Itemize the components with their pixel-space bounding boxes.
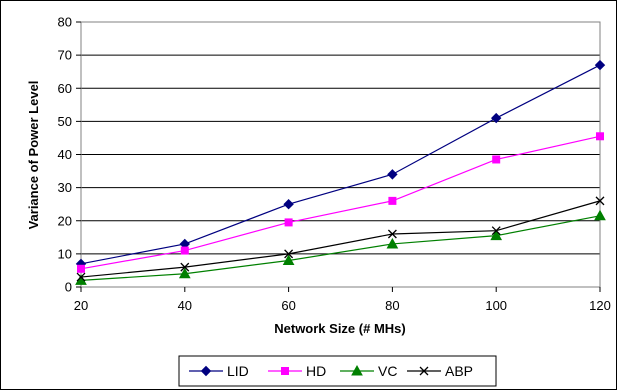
data-point-lid (283, 198, 294, 210)
x-axis-title: Network Size (# MHs) (274, 321, 405, 336)
series-line-lid (80, 64, 601, 265)
legend-item-lid: LID (189, 363, 249, 379)
series-line-hd (80, 135, 601, 270)
legend-label-lid: LID (227, 363, 249, 379)
x-tick-label: 40 (178, 298, 192, 313)
x-tick-label: 120 (589, 298, 611, 313)
series-lines (75, 59, 606, 285)
data-point-hd (77, 264, 85, 273)
y-tick-label: 60 (58, 81, 72, 96)
legend-label-vc: VC (378, 363, 397, 379)
legend-item-abp: ABP (407, 363, 473, 379)
x-axis-ticks: 20 40 60 80 100 120 (74, 287, 611, 313)
data-point-hd (284, 218, 293, 227)
data-point-abp (76, 272, 86, 282)
data-point-lid (594, 59, 606, 71)
y-tick-label: 10 (58, 246, 72, 261)
y-tick-label: 0 (65, 280, 72, 295)
series-line-vc (80, 215, 601, 281)
data-point-lid (490, 112, 502, 124)
data-point-hd (596, 132, 604, 141)
series-vc (75, 209, 606, 285)
series-abp (76, 196, 605, 282)
x-tick-label: 60 (281, 298, 295, 313)
data-point-abp (180, 262, 190, 272)
y-tick-label: 70 (58, 48, 72, 63)
data-point-lid (387, 169, 398, 180)
legend-item-hd: HD (268, 363, 326, 379)
data-point-vc (490, 229, 503, 241)
data-point-vc (386, 237, 399, 249)
data-point-abp (284, 249, 294, 259)
legend-label-abp: ABP (445, 363, 473, 379)
data-point-hd (492, 155, 501, 164)
x-tick-label: 100 (485, 298, 507, 313)
legend-marker-lid (200, 365, 212, 377)
y-tick-label: 50 (58, 114, 72, 129)
series-line-abp (80, 200, 601, 278)
x-tick-label: 80 (385, 298, 399, 313)
legend-label-hd: HD (306, 363, 326, 379)
y-tick-label: 80 (58, 15, 72, 30)
series-lid (75, 59, 606, 270)
data-point-abp (595, 196, 605, 206)
data-point-vc (282, 254, 295, 265)
legend-marker-vc (351, 364, 363, 376)
data-point-abp (491, 226, 501, 236)
y-tick-label: 20 (58, 213, 72, 228)
x-tick-label: 20 (74, 298, 88, 313)
y-tick-label: 40 (58, 147, 72, 162)
legend-marker-hd (281, 367, 289, 375)
y-axis-ticks: 0 10 20 30 40 50 60 70 80 (58, 15, 81, 295)
y-tick-label: 30 (58, 180, 72, 195)
series-hd (77, 132, 604, 273)
data-point-abp (387, 229, 397, 239)
legend-item-vc: VC (340, 363, 397, 379)
data-point-hd (388, 196, 397, 205)
data-point-vc (178, 267, 191, 279)
y-axis-title: Variance of Power Level (26, 81, 41, 230)
legend-box (178, 355, 497, 387)
data-point-vc (594, 209, 606, 221)
legend: LID HD VC ABP (178, 355, 497, 387)
legend-marker-abp (419, 366, 429, 376)
data-point-hd (180, 246, 189, 255)
